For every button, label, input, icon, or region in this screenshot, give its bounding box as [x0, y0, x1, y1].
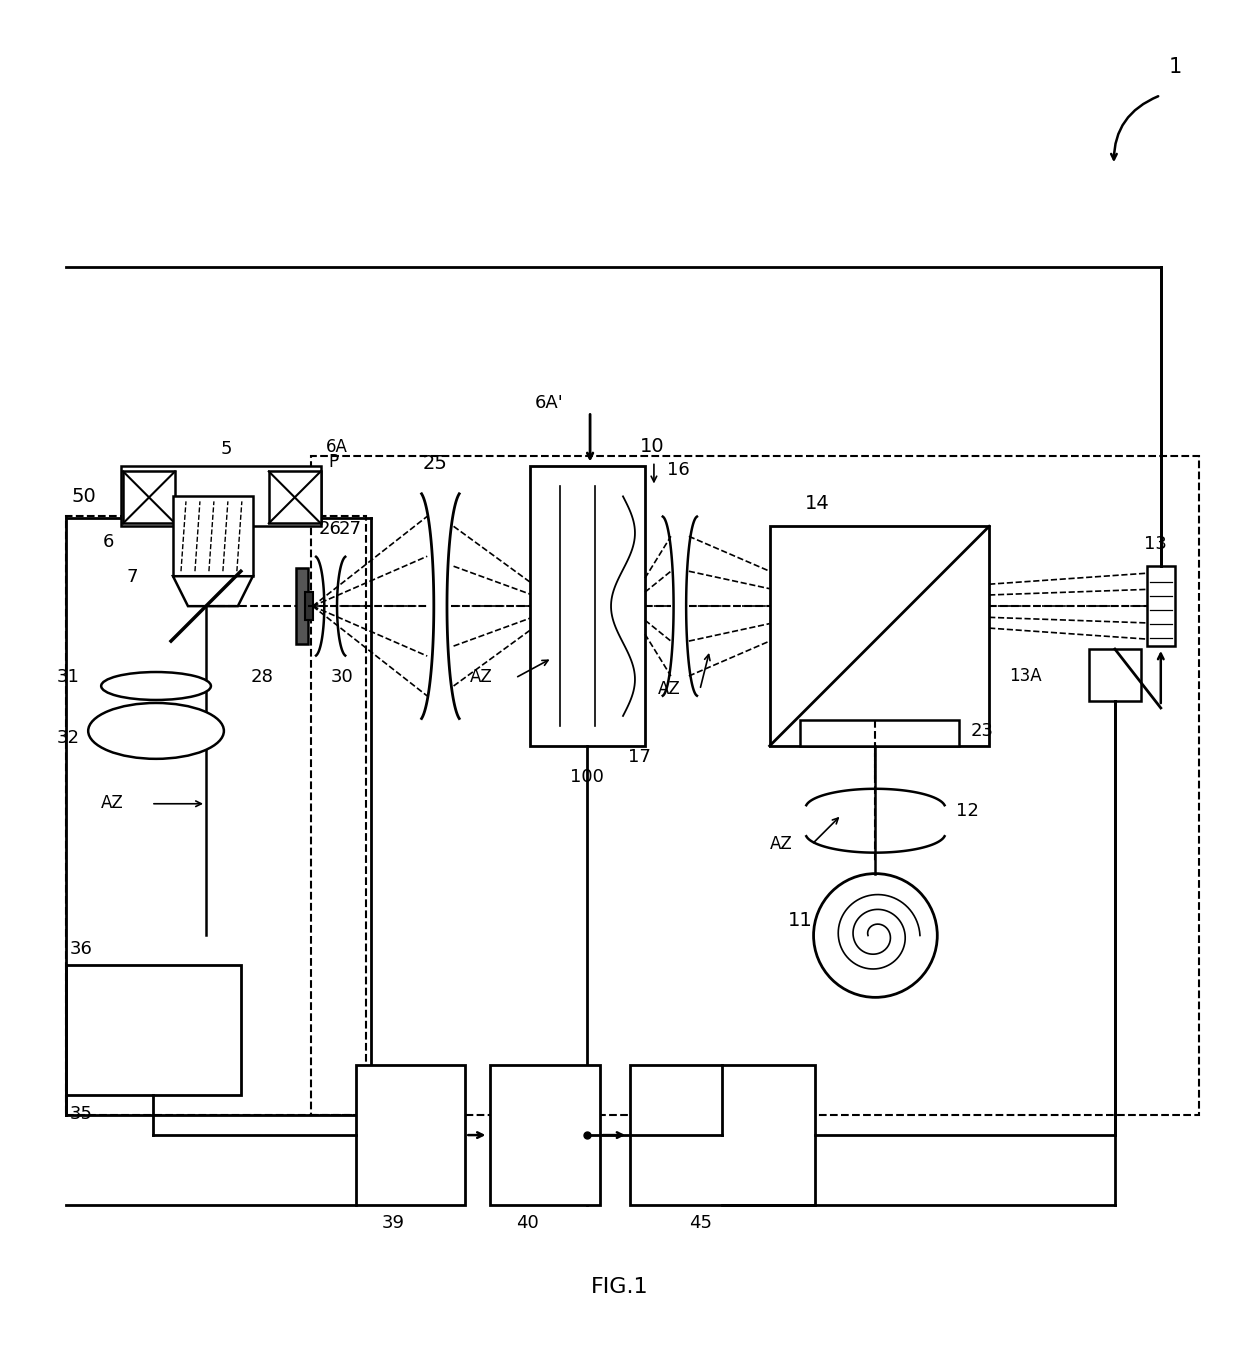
Bar	[531, 466, 645, 746]
Ellipse shape	[88, 703, 224, 759]
Text: AZ: AZ	[102, 794, 124, 811]
Bar	[66, 966, 241, 1096]
Text: 27: 27	[339, 520, 362, 538]
Text: FIG.1: FIG.1	[591, 1277, 649, 1296]
Circle shape	[813, 874, 937, 997]
Text: 13A: 13A	[1009, 667, 1042, 684]
Text: 6A: 6A	[326, 438, 347, 456]
Text: P: P	[329, 454, 339, 471]
Bar	[123, 471, 175, 523]
Bar	[800, 720, 960, 746]
Text: 7: 7	[126, 568, 138, 586]
Text: 50: 50	[71, 488, 95, 507]
Bar	[630, 1065, 815, 1205]
Bar	[66, 516, 366, 1115]
Text: 26: 26	[319, 520, 341, 538]
Bar	[305, 593, 312, 620]
Text: 5: 5	[221, 440, 232, 459]
Text: 6A': 6A'	[536, 393, 564, 411]
Bar	[122, 466, 321, 526]
Bar	[295, 568, 308, 645]
Text: 40: 40	[516, 1214, 539, 1232]
Text: 13: 13	[1143, 535, 1167, 553]
Ellipse shape	[102, 672, 211, 699]
Bar	[174, 496, 253, 576]
Text: 10: 10	[640, 437, 665, 456]
Text: 11: 11	[787, 911, 812, 930]
Text: 39: 39	[382, 1214, 404, 1232]
Bar	[770, 526, 990, 746]
Bar	[1089, 649, 1141, 701]
Text: 6: 6	[103, 533, 114, 552]
Text: 100: 100	[570, 768, 604, 785]
Bar	[356, 1065, 465, 1205]
Text: 16: 16	[667, 462, 689, 479]
Text: 45: 45	[689, 1214, 712, 1232]
Text: 14: 14	[805, 494, 830, 514]
Text: 32: 32	[56, 729, 79, 747]
Text: AZ: AZ	[658, 680, 681, 698]
Text: 17: 17	[627, 747, 651, 766]
Text: AZ: AZ	[470, 668, 494, 686]
Text: 36: 36	[69, 940, 92, 959]
Text: 35: 35	[69, 1105, 92, 1123]
Text: 1: 1	[1169, 57, 1182, 78]
Text: AZ: AZ	[770, 835, 792, 852]
Polygon shape	[174, 576, 253, 607]
Bar	[490, 1065, 600, 1205]
Text: 12: 12	[956, 802, 980, 820]
Text: 23: 23	[970, 721, 993, 740]
Bar	[1147, 567, 1174, 646]
Text: 31: 31	[56, 668, 79, 686]
Bar	[311, 456, 1199, 1115]
Text: 28: 28	[250, 668, 274, 686]
Text: 30: 30	[331, 668, 353, 686]
Text: 25: 25	[423, 455, 448, 474]
Bar	[269, 471, 321, 523]
